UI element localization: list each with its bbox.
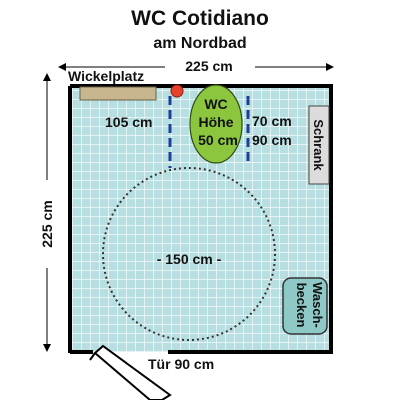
door [89, 344, 172, 400]
grab-bars [168, 96, 250, 168]
right-distance-label-1: 70 cm [252, 113, 292, 129]
door-label: Tür 90 cm [148, 356, 214, 372]
cabinet-label: Schrank [311, 119, 326, 171]
grab-bar-distance-label: 105 cm [105, 114, 152, 130]
toilet-label-line2: Höhe [199, 114, 234, 130]
right-distance-label-2: 90 cm [252, 132, 292, 148]
sink-label-line1: Wasch- [310, 282, 325, 328]
subtitle: am Nordbad [153, 35, 246, 52]
changing-table-label: Wickelplatz [68, 68, 144, 84]
width-dimension [58, 63, 334, 71]
cabinet [308, 105, 330, 185]
marker-dot [170, 84, 184, 98]
width-label: 225 cm [185, 58, 232, 74]
height-dimension [43, 73, 51, 352]
walls [68, 84, 333, 354]
sink [282, 277, 328, 335]
turning-circle [102, 167, 276, 341]
turning-circle-label: - 150 cm - [157, 251, 222, 267]
toilet-label-line1: WC [204, 96, 227, 112]
changing-table [79, 86, 157, 101]
toilet [189, 84, 243, 164]
title: WC Cotidiano [131, 7, 269, 30]
sink-label-line2: becken [294, 283, 309, 328]
toilet-label-line3: 50 cm [198, 132, 238, 148]
height-label: 225 cm [39, 200, 55, 247]
